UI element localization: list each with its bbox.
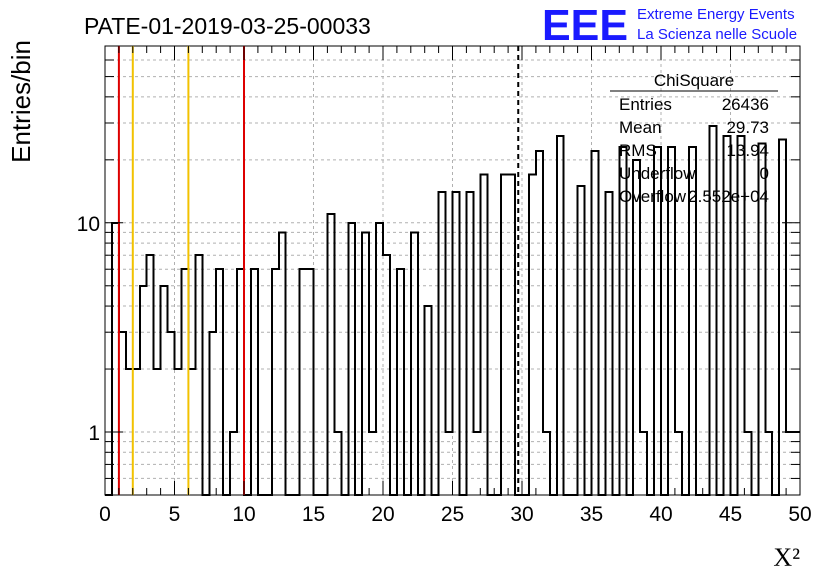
run-title: PATE-01-2019-03-25-00033 bbox=[84, 13, 371, 39]
stats-title: ChiSquare bbox=[654, 71, 734, 90]
stats-value-entries: 26436 bbox=[722, 95, 769, 114]
logo-line-1: Extreme Energy Events bbox=[637, 6, 795, 23]
histogram bbox=[105, 125, 800, 496]
x-tick-label: 0 bbox=[99, 503, 111, 526]
stats-box: ChiSquare Entries 26436 Mean 29.73 RMS 1… bbox=[610, 71, 778, 206]
stats-label-underflow: Underflow bbox=[619, 164, 696, 183]
y-tick-label: 10 bbox=[77, 213, 100, 236]
stats-value-underflow: 0 bbox=[760, 164, 769, 183]
x-tick-label: 20 bbox=[371, 503, 394, 526]
y-axis-label: Entries/bin bbox=[6, 40, 36, 163]
stats-value-overflow: 2.552e+04 bbox=[688, 187, 769, 206]
histogram-outline bbox=[105, 125, 800, 496]
stats-label-rms: RMS bbox=[619, 141, 657, 160]
stats-value-mean: 29.73 bbox=[726, 118, 769, 137]
x-tick-label: 30 bbox=[510, 503, 533, 526]
eee-logo: EEE bbox=[542, 1, 628, 50]
axis-ticks: 0 5 10 15 20 25 30 35 40 45 50 1 10 bbox=[77, 45, 812, 526]
marker-lines bbox=[117, 46, 520, 495]
x-tick-label: 15 bbox=[302, 503, 325, 526]
x-tick-label: 25 bbox=[441, 503, 464, 526]
x-tick-label: 45 bbox=[719, 503, 742, 526]
x-tick-label: 35 bbox=[580, 503, 603, 526]
stats-label-overflow: Overflow bbox=[619, 187, 687, 206]
x-tick-label: 40 bbox=[649, 503, 672, 526]
y-tick-label: 1 bbox=[88, 422, 100, 445]
stats-label-mean: Mean bbox=[619, 118, 662, 137]
x-tick-label: 50 bbox=[788, 503, 811, 526]
x-tick-label: 10 bbox=[232, 503, 255, 526]
x-tick-label: 5 bbox=[169, 503, 181, 526]
x-axis-label: Χ² bbox=[773, 543, 800, 572]
stats-value-rms: 13.94 bbox=[726, 141, 769, 160]
stats-label-entries: Entries bbox=[619, 95, 672, 114]
logo-line-2: La Scienza nelle Scuole bbox=[637, 26, 797, 43]
